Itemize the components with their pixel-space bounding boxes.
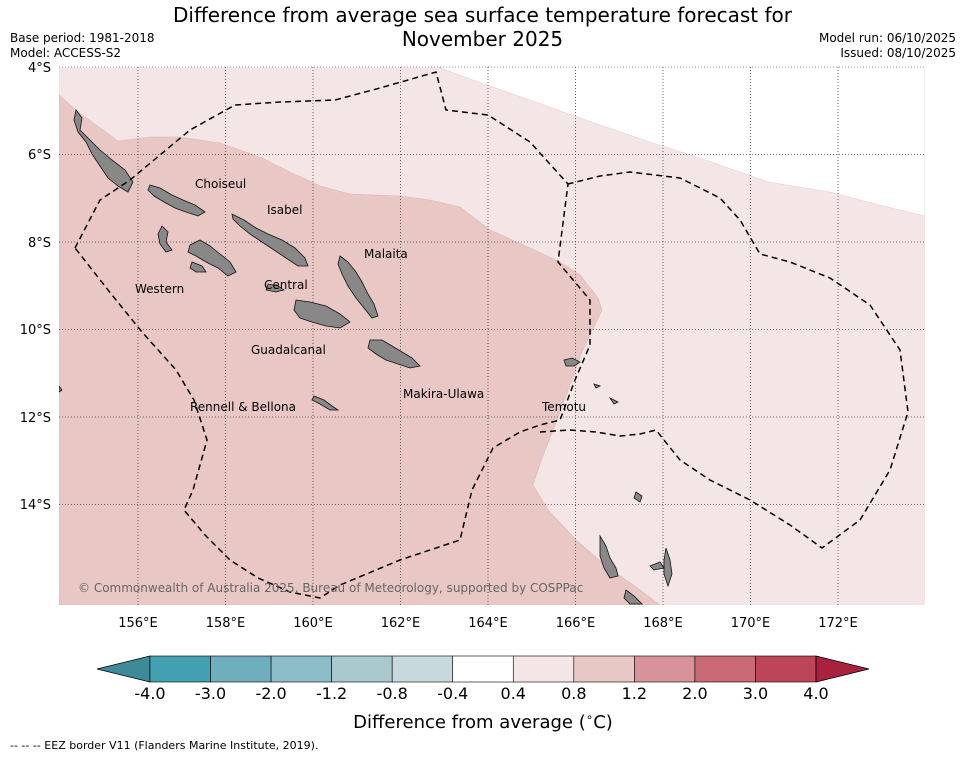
lon-label: 170°E	[731, 616, 771, 631]
island	[593, 383, 602, 389]
chart-title: Difference from average sea surface temp…	[0, 3, 965, 51]
colorbar-swatch	[149, 655, 211, 683]
colorbar-tick-label: -4.0	[134, 684, 165, 703]
island	[59, 385, 63, 393]
footnote: -- -- -- EEZ border V11 (Flanders Marine…	[10, 739, 319, 752]
island	[189, 261, 207, 273]
colorbar-tick-label: 1.2	[622, 684, 647, 703]
island	[633, 491, 643, 503]
colorbar-tick-label: -0.4	[437, 684, 468, 703]
anomaly-band-0-8-1-2	[59, 94, 661, 605]
island	[608, 396, 619, 405]
province-label: Isabel	[267, 203, 302, 217]
copyright-text: © Commonwealth of Australia 2025, Bureau…	[78, 581, 583, 595]
land	[59, 109, 673, 605]
island	[293, 299, 351, 329]
issued-date: Issued: 08/10/2025	[840, 46, 956, 60]
colorbar-low-extend	[96, 655, 151, 683]
colorbar-tick-label: -1.2	[316, 684, 347, 703]
eez-solomon	[74, 71, 591, 599]
lon-label: 172°E	[818, 616, 858, 631]
base-info: Base period: 1981-2018 Model: ACCESS-S2	[10, 31, 155, 61]
eez-border	[74, 71, 909, 599]
colorbar-high-extend	[815, 655, 870, 683]
colorbar-swatch	[634, 655, 696, 683]
island	[311, 395, 340, 411]
lon-label: 166°E	[556, 616, 596, 631]
island	[337, 255, 379, 319]
base-period: Base period: 1981-2018	[10, 31, 155, 45]
lon-label: 158°E	[206, 616, 246, 631]
island	[649, 561, 665, 571]
province-labels: Choiseul Isabel Malaita Western Central …	[135, 177, 586, 414]
lat-label: 10°S	[20, 323, 51, 338]
province-label: Central	[264, 278, 308, 292]
province-label: Western	[135, 282, 184, 296]
lat-label: 12°S	[20, 411, 51, 426]
island	[187, 239, 237, 277]
colorbar-swatch	[694, 655, 756, 683]
colorbar-swatch	[210, 655, 272, 683]
island	[157, 225, 173, 253]
island	[663, 547, 673, 588]
colorbar: -4.0 -3.0 -2.0 -1.2 -0.8 -0.4 0.4 0.8 1.2 2.0 3.0 4…	[96, 655, 870, 733]
run-info: Model run: 06/10/2025 Issued: 08/10/2025	[819, 31, 956, 61]
longitude-labels: 156°E 158°E 160°E 162°E 164°E 166°E 168°…	[118, 616, 858, 631]
lat-label: 8°S	[28, 236, 51, 251]
colorbar-swatch	[391, 655, 454, 683]
colorbar-swatch	[573, 655, 635, 683]
eez-vanuatu	[539, 171, 909, 549]
lat-label: 6°S	[28, 148, 51, 163]
island	[623, 589, 643, 605]
colorbar-tick-label: -3.0	[195, 684, 226, 703]
province-label: Guadalcanal	[251, 343, 326, 357]
province-label: Temotu	[541, 400, 586, 414]
colorbar-tick-label: -0.8	[377, 684, 408, 703]
lon-label: 156°E	[118, 616, 158, 631]
colorbar-label-text: Difference from average (	[353, 712, 586, 733]
province-label: Makira-Ulawa	[403, 387, 484, 401]
lon-label: 164°E	[468, 616, 508, 631]
colorbar-swatch	[512, 655, 575, 683]
island	[147, 184, 206, 217]
colorbar-tick-label: 3.0	[743, 684, 768, 703]
island	[563, 357, 581, 367]
island	[231, 213, 309, 267]
anomaly-band-below-0-4	[437, 67, 925, 217]
lat-label: 14°S	[20, 498, 51, 513]
province-label: Choiseul	[195, 177, 246, 191]
colorbar-swatch	[331, 655, 393, 683]
colorbar-tick-label: 4.0	[803, 684, 828, 703]
colorbar-swatch	[270, 655, 332, 683]
title-line-1: Difference from average sea surface temp…	[172, 3, 792, 27]
colorbar-swatch	[755, 655, 817, 683]
lon-label: 160°E	[293, 616, 333, 631]
island	[265, 283, 285, 293]
island	[73, 109, 134, 193]
model-run: Model run: 06/10/2025	[818, 31, 956, 45]
colorbar-swatch	[452, 655, 514, 683]
colorbar-unit: C)	[593, 712, 613, 733]
colorbar-tick-label: 2.0	[682, 684, 707, 703]
island	[599, 534, 619, 579]
colorbar-tick-label: 0.4	[501, 684, 526, 703]
title-line-2: November 2025	[401, 27, 564, 51]
colorbar-degree: ∘	[586, 710, 594, 724]
lon-label: 162°E	[381, 616, 421, 631]
colorbar-tick-label: -2.0	[255, 684, 286, 703]
lon-label: 168°E	[643, 616, 683, 631]
latitude-labels: 4°S 6°S 8°S 10°S 12°S 14°S	[20, 61, 51, 513]
colorbar-tick-label: 0.8	[561, 684, 586, 703]
province-label: Malaita	[364, 247, 408, 261]
province-label: Rennell & Bellona	[190, 400, 296, 414]
lat-label: 4°S	[28, 61, 51, 76]
model-name: Model: ACCESS-S2	[10, 46, 122, 60]
colorbar-label: Difference from average (∘C)	[353, 710, 613, 733]
island	[367, 339, 421, 369]
